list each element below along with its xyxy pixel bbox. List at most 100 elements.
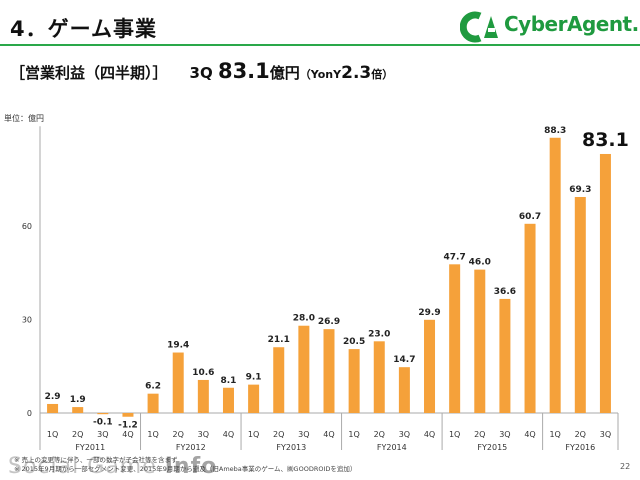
- data-label: 28.0: [293, 314, 315, 324]
- data-label: 83.1: [582, 129, 629, 151]
- watermark-bold: Info: [164, 454, 218, 479]
- bar: [72, 407, 84, 413]
- header-rule: [0, 44, 640, 46]
- cyberagent-logo: CyberAgent.: [459, 10, 639, 44]
- subtitle-unit: 億円: [269, 64, 300, 82]
- data-label: 20.5: [343, 337, 365, 347]
- data-label: 14.7: [393, 355, 415, 365]
- quarter-tick-label: 3Q: [198, 430, 209, 439]
- fiscal-year-label: FY2013: [276, 443, 306, 452]
- bar: [398, 367, 410, 413]
- quarter-tick-label: 1Q: [449, 430, 460, 439]
- data-label: -0.1: [93, 417, 113, 427]
- fiscal-year-label: FY2015: [477, 443, 507, 452]
- bar: [323, 329, 335, 413]
- unit-label: 単位：億円: [4, 114, 44, 123]
- bar: [122, 413, 134, 417]
- data-label: 6.2: [145, 382, 161, 392]
- bar: [273, 347, 285, 413]
- bar: [197, 379, 209, 413]
- data-label: 23.0: [368, 329, 390, 339]
- quarter-tick-label: 3Q: [499, 430, 510, 439]
- subtitle-yoy-label: （YonY: [299, 68, 342, 81]
- quarter-tick-label: 2Q: [374, 430, 385, 439]
- quarter-tick-label: 4Q: [122, 430, 133, 439]
- data-label: 36.6: [494, 287, 516, 297]
- subtitle-label: ［営業利益（四半期）］: [10, 64, 168, 82]
- quarter-tick-label: 1Q: [147, 430, 158, 439]
- subtitle-value: 83.1: [217, 59, 270, 83]
- bar: [248, 384, 260, 413]
- data-label: 47.7: [444, 252, 466, 262]
- data-label: 19.4: [167, 341, 189, 351]
- data-label: 26.9: [318, 317, 340, 327]
- watermark-text: Social Game: [8, 454, 165, 479]
- quarter-tick-label: 4Q: [524, 430, 535, 439]
- bar: [549, 137, 561, 413]
- data-label: 69.3: [569, 185, 591, 195]
- data-label: -1.2: [118, 421, 138, 431]
- fiscal-year-label: FY2016: [565, 443, 595, 452]
- quarter-tick-label: 4Q: [223, 430, 234, 439]
- subtitle-yoy-unit: 倍）: [371, 68, 394, 81]
- bar: [222, 387, 234, 413]
- quarter-tick-label: 2Q: [173, 430, 184, 439]
- y-tick-label: 0: [27, 409, 32, 418]
- data-label: 60.7: [519, 212, 541, 222]
- quarter-tick-label: 3Q: [97, 430, 108, 439]
- quarter-tick-label: 2Q: [474, 430, 485, 439]
- data-label: 21.1: [268, 335, 290, 345]
- quarter-tick-label: 1Q: [248, 430, 259, 439]
- quarter-tick-label: 2Q: [72, 430, 83, 439]
- fiscal-year-label: FY2014: [377, 443, 407, 452]
- quarter-tick-label: 3Q: [600, 430, 611, 439]
- watermark: Social Game Info: [8, 454, 217, 479]
- data-label: 8.1: [221, 376, 237, 386]
- footnote-line-2: ※ 2015年9月期から一部セグメント変更、2015年9月期から遡及（旧Ameb…: [14, 465, 357, 473]
- y-tick-label: 30: [22, 315, 32, 324]
- bar: [574, 196, 586, 413]
- quarter-tick-label: 1Q: [348, 430, 359, 439]
- quarter-tick-label: 2Q: [273, 430, 284, 439]
- subtitle: ［営業利益（四半期）］ 3Q 83.1億円（YonY2.3倍）: [10, 59, 393, 83]
- bar: [424, 319, 436, 413]
- bar: [298, 325, 310, 413]
- y-tick-label: 60: [22, 222, 32, 231]
- data-label: 2.9: [45, 392, 61, 402]
- data-label: 88.3: [544, 126, 566, 136]
- bar: [147, 393, 159, 413]
- quarter-tick-label: 3Q: [399, 430, 410, 439]
- bar: [449, 264, 461, 413]
- bar: [474, 269, 486, 413]
- quarter-tick-label: 1Q: [549, 430, 560, 439]
- data-label: 9.1: [246, 373, 262, 383]
- footnote-line-1: ※ 売上の変更等に伴う、一部の数字が子会社等を含まず: [14, 456, 178, 464]
- quarter-tick-label: 1Q: [47, 430, 58, 439]
- bar: [97, 413, 109, 415]
- bar: [348, 349, 360, 413]
- bar: [499, 298, 511, 413]
- data-label: 10.6: [192, 368, 214, 378]
- page-number: 22: [620, 462, 631, 471]
- bar: [599, 153, 611, 413]
- footnote: ※ 売上の変更等に伴う、一部の数字が子会社等を含まず ※ 2015年9月期から一…: [14, 456, 356, 474]
- logo-text: CyberAgent.: [504, 12, 639, 36]
- subtitle-yoy-value: 2.3: [341, 63, 372, 83]
- fiscal-year-label: FY2011: [75, 443, 105, 452]
- subtitle-quarter: 3Q: [189, 64, 213, 82]
- quarter-tick-label: 2Q: [575, 430, 586, 439]
- quarter-tick-label: 4Q: [323, 430, 334, 439]
- cyberagent-mark-icon: [459, 11, 498, 43]
- data-label: 29.9: [418, 308, 440, 318]
- data-label: 46.0: [469, 258, 491, 268]
- quarter-tick-label: 3Q: [298, 430, 309, 439]
- page-title: 4．ゲーム事業: [10, 17, 157, 41]
- bar: [172, 352, 184, 413]
- quarter-tick-label: 4Q: [424, 430, 435, 439]
- bar: [524, 223, 536, 413]
- fiscal-year-label: FY2012: [176, 443, 206, 452]
- bar: [47, 403, 59, 413]
- bar: [373, 341, 385, 413]
- data-label: 1.9: [70, 395, 86, 405]
